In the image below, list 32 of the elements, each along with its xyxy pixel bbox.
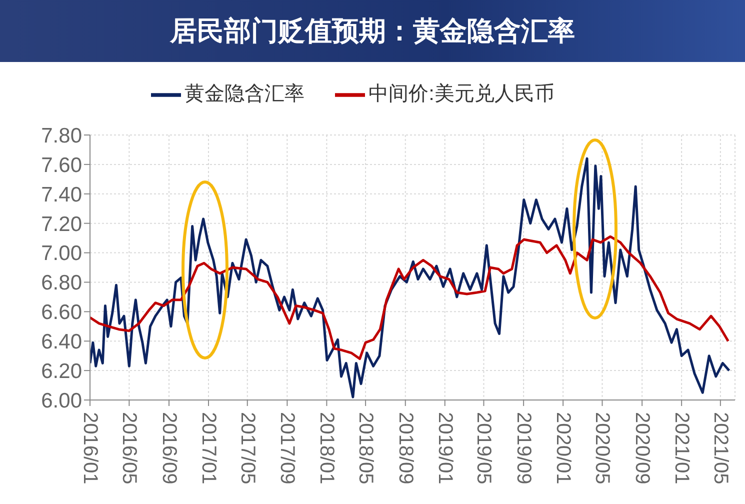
y-tick-label: 7.40 bbox=[41, 183, 82, 206]
x-tick-label: 2016/05 bbox=[118, 412, 140, 484]
x-tick-label: 2019/09 bbox=[512, 412, 535, 484]
legend-label: 黄金隐含汇率 bbox=[184, 83, 305, 106]
x-tick-label: 2021/05 bbox=[709, 412, 732, 484]
x-tick-label: 2019/01 bbox=[434, 412, 456, 484]
x-tick-label: 2017/05 bbox=[236, 412, 258, 484]
y-tick-label: 7.00 bbox=[41, 242, 82, 266]
y-tick-label: 6.80 bbox=[41, 272, 82, 295]
y-tick-label: 7.80 bbox=[41, 124, 82, 148]
x-tick-label: 2021/01 bbox=[670, 412, 693, 484]
x-tick-label: 2018/05 bbox=[354, 412, 377, 484]
x-tick-label: 2017/09 bbox=[276, 412, 298, 484]
line-series bbox=[90, 157, 730, 398]
x-tick-label: 2016/09 bbox=[158, 412, 180, 484]
y-tick-label: 6.20 bbox=[41, 360, 82, 384]
x-tick-label: 2019/05 bbox=[472, 412, 495, 484]
chart-title: 居民部门贬值预期：黄金隐含汇率 bbox=[0, 0, 745, 62]
x-tick-label: 2020/05 bbox=[591, 412, 614, 484]
line-series bbox=[90, 235, 730, 360]
legend-label: 中间价:美元兑人民币 bbox=[368, 83, 554, 106]
x-tick-label: 2018/01 bbox=[316, 412, 338, 484]
x-tick-label: 2018/09 bbox=[394, 412, 416, 484]
x-tick-label: 2020/09 bbox=[631, 412, 654, 484]
y-tick-label: 6.60 bbox=[41, 301, 82, 324]
y-tick-label: 7.20 bbox=[41, 212, 82, 236]
y-tick-label: 6.40 bbox=[41, 330, 82, 354]
x-tick-label: 2020/01 bbox=[552, 412, 574, 484]
y-tick-label: 7.60 bbox=[41, 154, 82, 177]
y-tick-label: 6.00 bbox=[41, 389, 82, 412]
x-tick-label: 2016/01 bbox=[79, 412, 101, 484]
x-tick-label: 2017/01 bbox=[198, 412, 220, 484]
